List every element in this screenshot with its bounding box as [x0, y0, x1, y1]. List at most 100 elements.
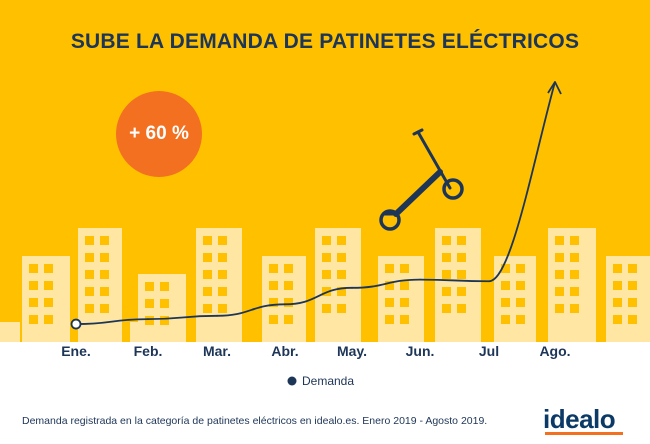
building-window — [100, 287, 109, 296]
building-window — [613, 264, 622, 273]
x-tick-label: Abr. — [271, 343, 298, 359]
building-window — [501, 298, 510, 307]
building-window — [322, 270, 331, 279]
building-window — [322, 304, 331, 313]
building — [196, 228, 242, 342]
building-window — [218, 253, 227, 262]
building-window — [516, 264, 525, 273]
data-point — [351, 286, 353, 289]
building-window — [269, 298, 278, 307]
building-window — [570, 304, 579, 313]
building-window — [284, 281, 293, 290]
city-skyline — [0, 228, 650, 342]
x-tick-label: Jul — [479, 343, 499, 359]
building-window — [516, 298, 525, 307]
building-window — [145, 316, 154, 325]
building-window — [385, 281, 394, 290]
building-window — [269, 315, 278, 324]
scooter-deck — [393, 169, 443, 217]
building-window — [442, 236, 451, 245]
building-window — [457, 270, 466, 279]
x-axis-labels: Ene. Feb. Mar. Abr. May. Jun. Jul Ago. — [61, 343, 570, 359]
building-window — [284, 315, 293, 324]
building-window — [29, 315, 38, 324]
building-window — [516, 315, 525, 324]
building-window — [44, 315, 53, 324]
building-window — [570, 287, 579, 296]
series-line-demanda — [75, 81, 556, 325]
building-window — [100, 270, 109, 279]
building-window — [145, 299, 154, 308]
scooter-rear-wheel — [379, 209, 401, 231]
building-window — [160, 282, 169, 291]
x-tick-label: May. — [337, 343, 367, 359]
building-window — [100, 304, 109, 313]
chart-title: SUBE LA DEMANDA DE PATINETES ELÉCTRICOS — [70, 30, 580, 53]
building-window — [628, 281, 637, 290]
x-tick-label: Ene. — [61, 343, 91, 359]
building-window — [628, 298, 637, 307]
building-window — [203, 253, 212, 262]
building-window — [613, 298, 622, 307]
building-window — [44, 264, 53, 273]
arrow-head-icon — [547, 81, 562, 95]
building-window — [203, 304, 212, 313]
building-window — [145, 282, 154, 291]
demand-line-group — [70, 81, 562, 330]
building-window — [85, 270, 94, 279]
building-window — [457, 304, 466, 313]
building-window — [555, 287, 564, 296]
building-window — [555, 236, 564, 245]
logo-underline — [545, 432, 623, 435]
building-window — [570, 270, 579, 279]
building-window — [322, 236, 331, 245]
building-window — [85, 236, 94, 245]
building-window — [555, 270, 564, 279]
building-window — [570, 253, 579, 262]
building-window — [501, 315, 510, 324]
building-window — [501, 281, 510, 290]
building-window — [160, 316, 169, 325]
building-window — [442, 270, 451, 279]
building-window — [337, 253, 346, 262]
x-tick-label: Feb. — [134, 343, 163, 359]
building-window — [628, 264, 637, 273]
data-point — [488, 280, 490, 283]
data-point-start — [70, 318, 82, 330]
x-tick-label: Jun. — [406, 343, 435, 359]
building-window — [516, 281, 525, 290]
scooter-front-wheel — [442, 178, 464, 200]
data-point — [147, 318, 149, 321]
scooter-icon — [379, 128, 464, 231]
building-window — [400, 264, 409, 273]
building-window — [269, 281, 278, 290]
building-window — [400, 315, 409, 324]
building-window — [85, 253, 94, 262]
building-window — [269, 264, 278, 273]
building — [548, 228, 596, 342]
building-window — [29, 298, 38, 307]
building — [78, 228, 122, 342]
x-tick-label: Ago. — [539, 343, 570, 359]
building-window — [100, 253, 109, 262]
building-window — [613, 315, 622, 324]
building-window — [457, 253, 466, 262]
source-footnote: Demanda registrada en la categoría de pa… — [22, 415, 488, 427]
legend-dot-icon — [287, 376, 297, 386]
building-window — [442, 304, 451, 313]
building-window — [457, 236, 466, 245]
building-window — [203, 236, 212, 245]
building-window — [160, 299, 169, 308]
building-window — [457, 287, 466, 296]
data-point — [284, 303, 286, 306]
building — [0, 322, 20, 342]
building-window — [337, 270, 346, 279]
building-window — [203, 287, 212, 296]
building-window — [501, 264, 510, 273]
building-window — [44, 281, 53, 290]
building-window — [337, 236, 346, 245]
idealo-logo: idealo — [543, 404, 616, 434]
building-window — [400, 281, 409, 290]
building-window — [218, 270, 227, 279]
